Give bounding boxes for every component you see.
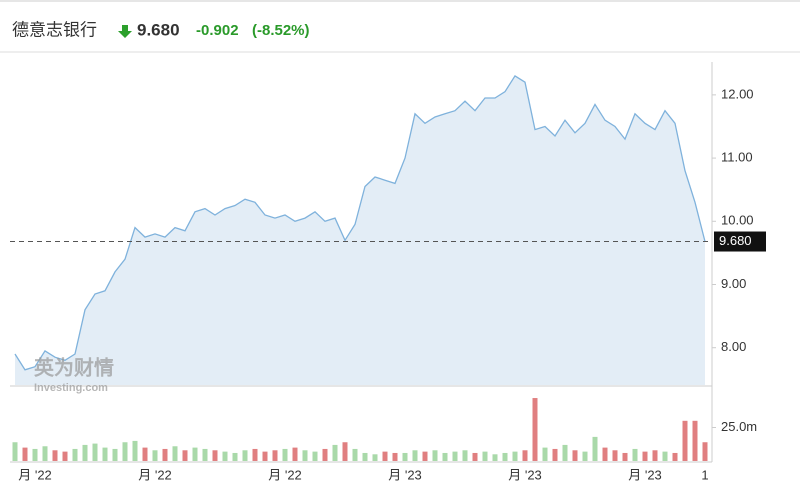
volume-bar bbox=[582, 451, 588, 461]
volume-bar bbox=[62, 451, 68, 461]
volume-bar bbox=[42, 446, 48, 461]
volume-bar bbox=[442, 452, 448, 461]
volume-bar bbox=[352, 448, 358, 461]
volume-bar bbox=[232, 452, 238, 461]
volume-bar bbox=[502, 452, 508, 461]
x-tick-label: 1 bbox=[701, 467, 708, 482]
volume-bar bbox=[472, 452, 478, 461]
watermark: Investing.com bbox=[34, 382, 108, 394]
volume-bar bbox=[32, 448, 38, 461]
volume-bar bbox=[592, 436, 598, 461]
volume-bar bbox=[312, 451, 318, 461]
volume-bar bbox=[382, 451, 388, 461]
volume-bar bbox=[52, 450, 58, 461]
volume-bar bbox=[292, 447, 298, 461]
volume-bar bbox=[402, 452, 408, 461]
x-tick-label: 月 '23 bbox=[628, 467, 662, 482]
volume-bar bbox=[252, 448, 258, 461]
x-tick-label: 月 '23 bbox=[508, 467, 542, 482]
volume-bar bbox=[142, 447, 148, 461]
volume-bar bbox=[452, 451, 458, 461]
volume-bar bbox=[622, 452, 628, 461]
volume-bar bbox=[112, 448, 118, 461]
volume-bar bbox=[532, 398, 538, 461]
volume-tick-label: 25.0m bbox=[721, 419, 757, 434]
volume-bar bbox=[212, 450, 218, 461]
volume-bar bbox=[72, 448, 78, 461]
x-tick-label: 月 '22 bbox=[18, 467, 52, 482]
volume-bar bbox=[602, 447, 608, 461]
last-price-label: 9.680 bbox=[719, 233, 752, 248]
volume-bar bbox=[82, 444, 88, 461]
volume-bar bbox=[182, 450, 188, 461]
volume-bar bbox=[302, 450, 308, 461]
volume-bar bbox=[412, 450, 418, 461]
watermark: 英为财情 bbox=[34, 355, 114, 379]
volume-bar bbox=[242, 450, 248, 461]
volume-bar bbox=[492, 454, 498, 461]
volume-bar bbox=[222, 451, 228, 461]
volume-bar bbox=[652, 450, 658, 461]
volume-bar bbox=[192, 447, 198, 461]
volume-bar bbox=[392, 452, 398, 461]
price-area bbox=[15, 75, 705, 386]
volume-bar bbox=[462, 450, 468, 461]
header-price: 9.680 bbox=[137, 20, 180, 39]
volume-bar bbox=[202, 448, 208, 461]
volume-bar bbox=[512, 451, 518, 461]
volume-bar bbox=[12, 442, 18, 461]
volume-bar bbox=[562, 444, 568, 461]
volume-bar bbox=[342, 442, 348, 461]
volume-bar bbox=[282, 448, 288, 461]
volume-bar bbox=[552, 448, 558, 461]
volume-bar bbox=[572, 450, 578, 461]
y-tick-label: 10.00 bbox=[721, 213, 754, 228]
volume-bar bbox=[672, 452, 678, 461]
volume-bar bbox=[422, 451, 428, 461]
volume-bar bbox=[522, 450, 528, 461]
y-tick-label: 8.00 bbox=[721, 339, 746, 354]
volume-bar bbox=[152, 450, 158, 461]
volume-bar bbox=[162, 448, 168, 461]
last-price-box bbox=[714, 231, 766, 252]
volume-bar bbox=[482, 451, 488, 461]
volume-bar bbox=[122, 442, 128, 461]
volume-bar bbox=[362, 452, 368, 461]
down-arrow bbox=[118, 25, 132, 38]
header-change-pct: (-8.52%) bbox=[252, 22, 310, 39]
volume-bar bbox=[662, 451, 668, 461]
volume-bar bbox=[132, 440, 138, 461]
chart-title: 德意志银行 bbox=[12, 20, 97, 39]
volume-bar bbox=[542, 447, 548, 461]
volume-bar bbox=[262, 451, 268, 461]
x-tick-label: 月 '22 bbox=[138, 467, 172, 482]
volume-bar bbox=[612, 450, 618, 461]
header-change: -0.902 bbox=[196, 22, 239, 39]
volume-bar bbox=[272, 450, 278, 461]
volume-bar bbox=[332, 444, 338, 461]
y-tick-label: 11.00 bbox=[721, 150, 753, 165]
volume-bar bbox=[322, 448, 328, 461]
volume-bar bbox=[692, 420, 698, 461]
price-line bbox=[14, 75, 706, 371]
volume-bar bbox=[432, 450, 438, 461]
volume-bar bbox=[632, 448, 638, 461]
y-tick-label: 9.00 bbox=[721, 276, 746, 291]
volume-bar bbox=[92, 443, 98, 461]
volume-bar bbox=[102, 447, 108, 461]
volume-bar bbox=[682, 420, 688, 461]
x-tick-label: 月 '22 bbox=[268, 467, 302, 482]
y-tick-label: 12.00 bbox=[721, 86, 754, 101]
x-tick-label: 月 '23 bbox=[388, 467, 422, 482]
volume-bar bbox=[372, 454, 378, 461]
volume-bar bbox=[22, 447, 28, 461]
volume-bar bbox=[702, 442, 708, 461]
volume-bar bbox=[172, 446, 178, 461]
volume-bar bbox=[642, 451, 648, 461]
